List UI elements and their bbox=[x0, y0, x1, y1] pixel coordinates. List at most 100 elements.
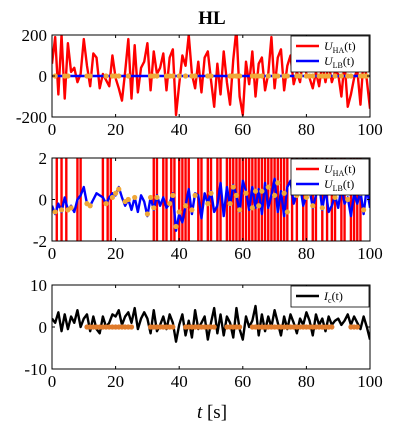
series-line-2-0 bbox=[52, 304, 370, 343]
data-point-1-2 bbox=[182, 203, 189, 209]
data-point-1-2 bbox=[52, 209, 58, 215]
x-tick-label: 20 bbox=[107, 372, 124, 391]
data-point-1-2 bbox=[243, 190, 249, 196]
data-point-2-1 bbox=[128, 324, 135, 330]
x-tick-label: 0 bbox=[48, 372, 57, 391]
data-point-2-1 bbox=[329, 324, 335, 330]
data-point-0-2 bbox=[170, 73, 176, 79]
x-tick-label: 100 bbox=[357, 372, 383, 391]
legend-box-2 bbox=[290, 285, 370, 308]
data-point-1-2 bbox=[310, 203, 316, 209]
x-tick-label: 20 bbox=[107, 244, 124, 263]
plot-area-2 bbox=[52, 304, 370, 343]
data-point-1-2 bbox=[125, 196, 131, 203]
data-point-0-2 bbox=[192, 73, 198, 79]
data-point-0-2 bbox=[297, 73, 303, 79]
y-tick-label: -200 bbox=[16, 108, 47, 127]
data-point-0-2 bbox=[326, 73, 332, 79]
data-point-0-2 bbox=[103, 73, 109, 79]
x-tick-label: 60 bbox=[234, 372, 251, 391]
legend-entry: UHA(t) bbox=[324, 39, 356, 55]
data-point-1-2 bbox=[189, 207, 195, 213]
y-tick-label: -2 bbox=[33, 232, 47, 251]
y-tick-label: 0 bbox=[39, 191, 48, 210]
data-point-1-2 bbox=[167, 201, 173, 207]
data-point-0-2 bbox=[259, 73, 265, 79]
x-tick-label: 80 bbox=[298, 120, 315, 139]
data-point-1-2 bbox=[173, 223, 179, 230]
data-point-0-2 bbox=[87, 73, 93, 79]
data-point-1-2 bbox=[227, 201, 233, 207]
data-point-1-2 bbox=[284, 209, 290, 215]
data-point-0-2 bbox=[65, 73, 71, 79]
data-point-0-2 bbox=[125, 73, 131, 79]
data-point-0-2 bbox=[364, 73, 370, 79]
data-point-1-2 bbox=[113, 190, 119, 196]
data-point-0-2 bbox=[338, 73, 344, 79]
data-point-1-2 bbox=[103, 201, 109, 207]
data-point-0-2 bbox=[116, 73, 122, 79]
y-tick-label: 10 bbox=[30, 276, 47, 295]
data-point-0-2 bbox=[237, 73, 243, 79]
data-point-0-2 bbox=[176, 73, 182, 79]
data-point-1-2 bbox=[205, 201, 211, 207]
data-point-1-2 bbox=[58, 207, 65, 213]
x-tick-label: 80 bbox=[298, 372, 315, 391]
data-point-1-2 bbox=[361, 207, 367, 213]
data-point-1-2 bbox=[272, 192, 278, 198]
legend-entry: ULB(t) bbox=[324, 177, 354, 193]
data-point-1-2 bbox=[176, 209, 182, 215]
data-point-0-2 bbox=[182, 73, 189, 79]
x-tick-label: 0 bbox=[48, 244, 57, 263]
y-tick-label: -10 bbox=[24, 360, 47, 379]
x-tick-label: 60 bbox=[234, 244, 251, 263]
data-point-1-2 bbox=[144, 211, 150, 217]
plot-area-0 bbox=[52, 35, 370, 117]
data-point-1-2 bbox=[332, 194, 338, 201]
data-point-1-2 bbox=[109, 194, 116, 201]
data-point-0-2 bbox=[52, 73, 58, 79]
legend-entry: UHA(t) bbox=[324, 162, 356, 178]
data-point-1-2 bbox=[116, 186, 122, 192]
legend-entry: Ic(t) bbox=[323, 289, 343, 305]
x-tick-label: 40 bbox=[171, 244, 188, 263]
chart-title: HL bbox=[198, 8, 225, 29]
x-tick-label: 80 bbox=[298, 244, 315, 263]
y-tick-label: 2 bbox=[39, 149, 48, 168]
data-point-0-2 bbox=[348, 73, 354, 79]
data-point-1-2 bbox=[319, 205, 325, 211]
x-tick-label: 60 bbox=[234, 120, 251, 139]
data-point-2-1 bbox=[354, 324, 360, 330]
data-point-0-2 bbox=[275, 73, 281, 79]
data-point-0-2 bbox=[208, 73, 214, 79]
data-point-1-2 bbox=[249, 205, 255, 211]
data-point-1-2 bbox=[259, 188, 265, 194]
data-point-1-2 bbox=[281, 190, 287, 196]
data-point-1-2 bbox=[151, 205, 157, 211]
data-point-1-2 bbox=[256, 203, 262, 209]
data-point-2-1 bbox=[211, 324, 217, 330]
x-axis-label: t [s] bbox=[197, 402, 227, 423]
data-point-1-2 bbox=[233, 192, 240, 198]
data-point-1-2 bbox=[147, 194, 154, 201]
legend-box-0 bbox=[290, 35, 370, 73]
x-tick-label: 100 bbox=[357, 244, 383, 263]
data-point-0-2 bbox=[310, 73, 316, 79]
x-tick-label: 40 bbox=[171, 372, 188, 391]
data-point-1-2 bbox=[192, 192, 198, 198]
data-point-2-1 bbox=[237, 324, 243, 330]
legend-entry: ULB(t) bbox=[324, 54, 354, 70]
data-point-1-2 bbox=[68, 205, 74, 211]
data-point-1-2 bbox=[345, 196, 351, 203]
x-tick-label: 0 bbox=[48, 120, 57, 139]
x-tick-label: 20 bbox=[107, 120, 124, 139]
data-point-1-2 bbox=[230, 184, 236, 190]
y-tick-label: 200 bbox=[22, 26, 48, 45]
data-point-1-2 bbox=[275, 180, 281, 186]
y-tick-label: 0 bbox=[39, 318, 48, 337]
data-point-1-2 bbox=[132, 194, 138, 201]
